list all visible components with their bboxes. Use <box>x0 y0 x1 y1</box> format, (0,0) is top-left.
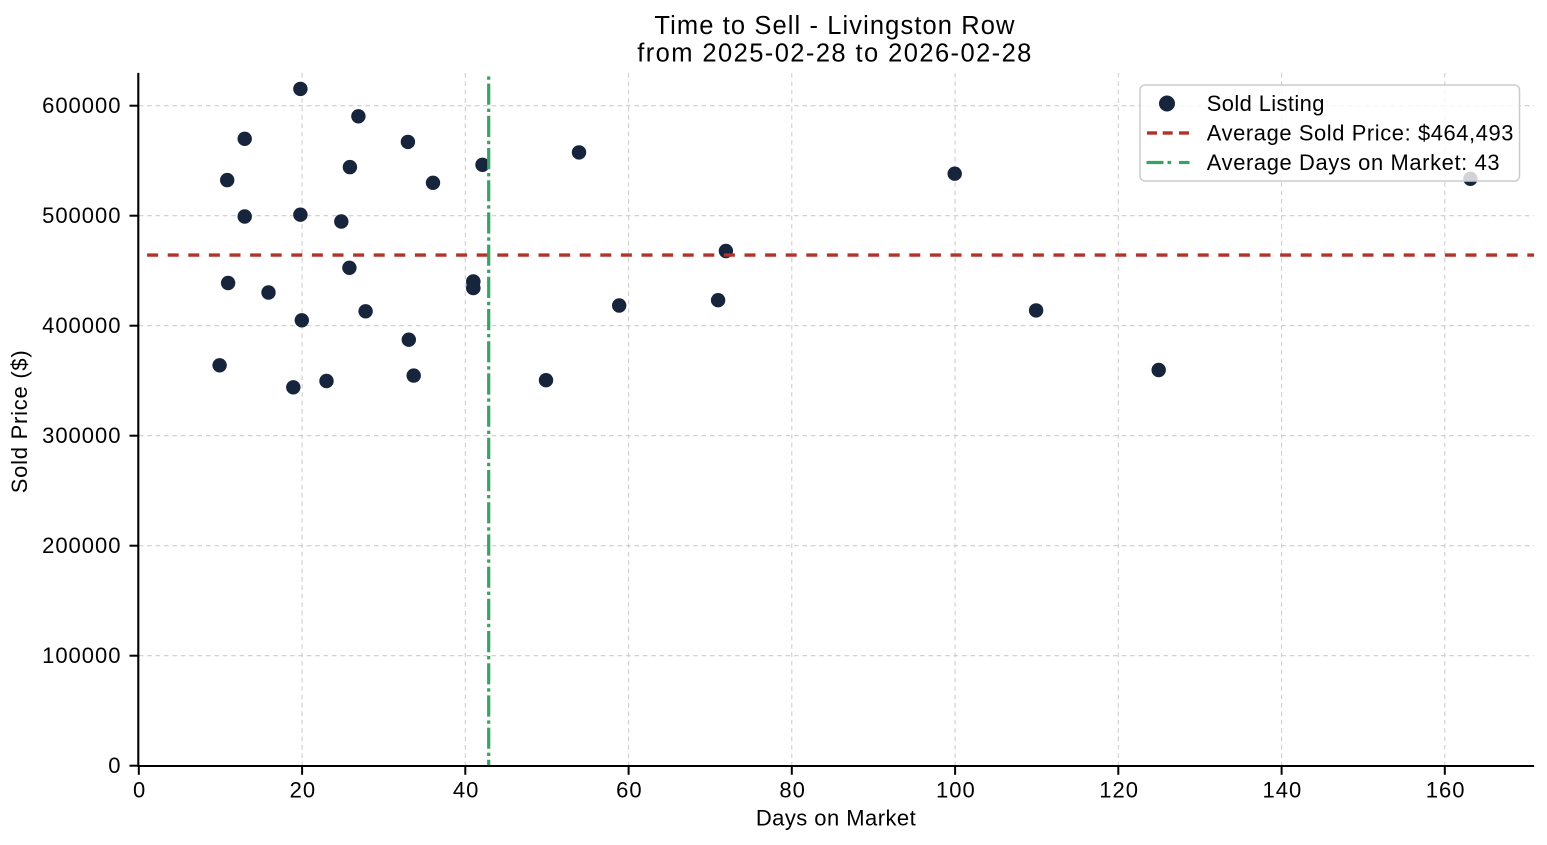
svg-text:120: 120 <box>1099 778 1139 803</box>
svg-text:160: 160 <box>1426 778 1466 803</box>
svg-text:140: 140 <box>1263 778 1303 803</box>
svg-text:Time to Sell - Livingston Row: Time to Sell - Livingston Row <box>654 12 1015 40</box>
svg-text:300000: 300000 <box>42 423 121 448</box>
svg-text:0: 0 <box>108 753 121 778</box>
svg-text:100: 100 <box>936 778 976 803</box>
svg-text:0: 0 <box>133 778 146 803</box>
svg-text:20: 20 <box>290 778 316 803</box>
svg-text:from 2025-02-28 to 2026-02-28: from 2025-02-28 to 2026-02-28 <box>637 39 1033 67</box>
svg-text:Average Sold Price: $464,493: Average Sold Price: $464,493 <box>1207 121 1514 146</box>
svg-text:Average Days on Market: 43: Average Days on Market: 43 <box>1207 150 1500 175</box>
svg-text:400000: 400000 <box>42 313 121 338</box>
svg-text:200000: 200000 <box>42 533 121 558</box>
svg-text:Days on Market: Days on Market <box>756 806 916 831</box>
svg-text:600000: 600000 <box>42 93 121 118</box>
svg-text:60: 60 <box>616 778 642 803</box>
svg-text:Sold Price ($): Sold Price ($) <box>7 350 32 494</box>
svg-text:100000: 100000 <box>42 643 121 668</box>
svg-text:Sold Listing: Sold Listing <box>1207 91 1325 116</box>
svg-text:80: 80 <box>779 778 805 803</box>
svg-text:40: 40 <box>453 778 479 803</box>
svg-text:500000: 500000 <box>42 203 121 228</box>
